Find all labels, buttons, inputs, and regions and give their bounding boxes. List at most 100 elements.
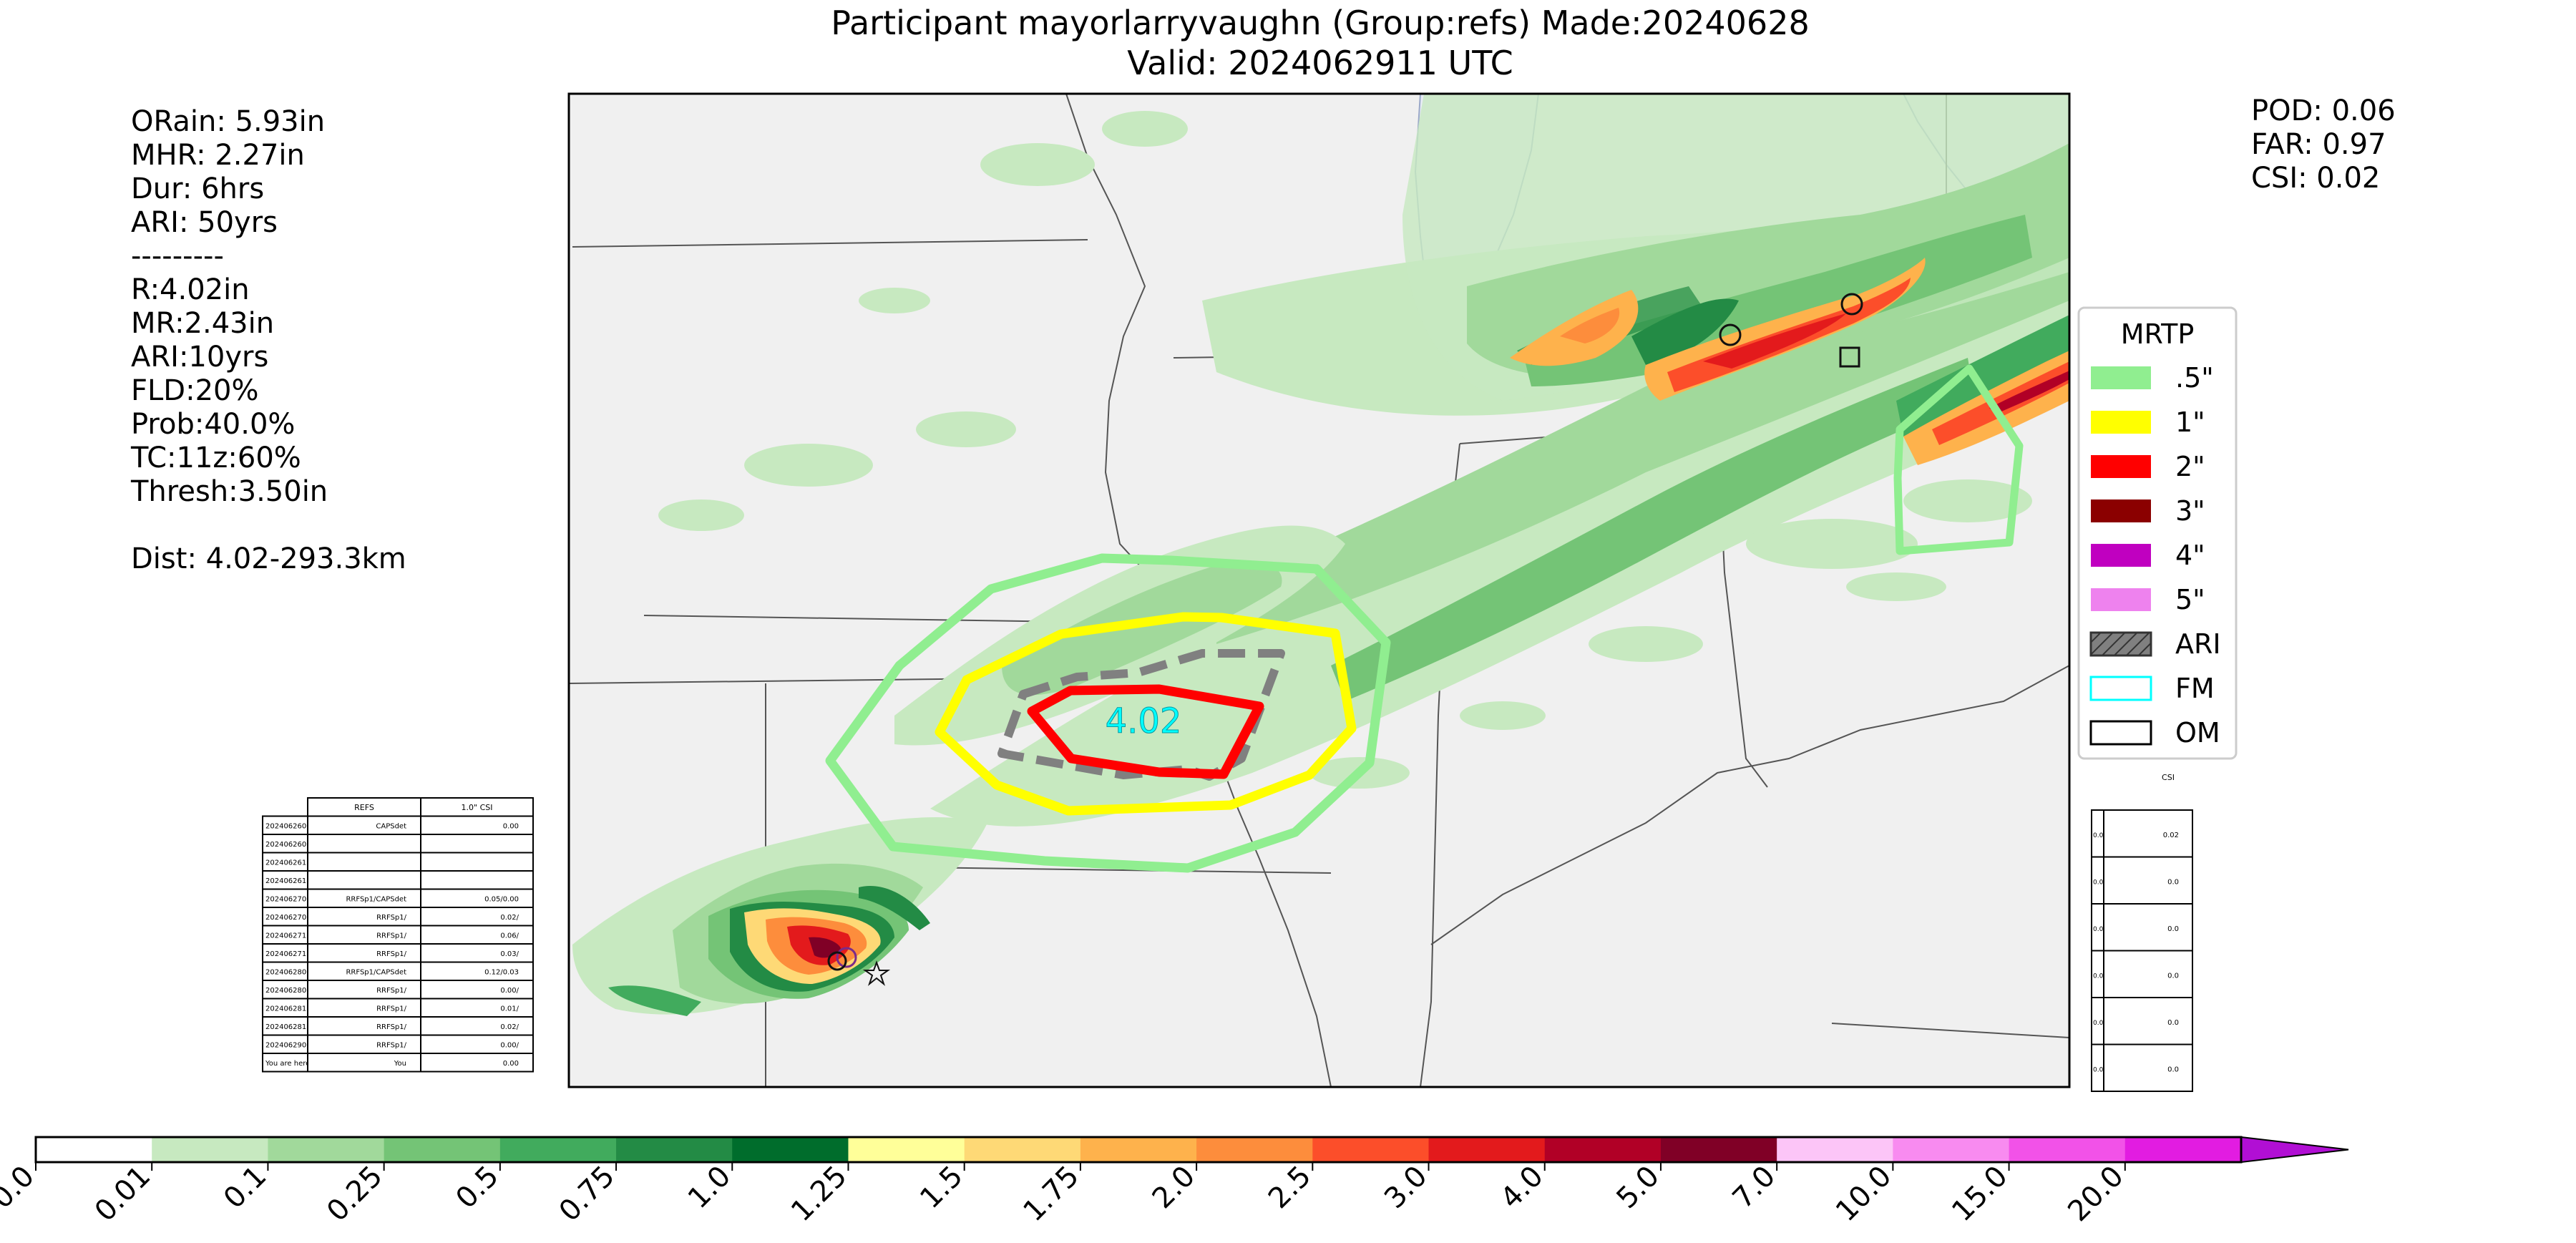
table-cell: You: [394, 1060, 406, 1068]
colorbar-tick-label: 0.0: [0, 1160, 41, 1216]
colorbar-extension: [2240, 1136, 2349, 1164]
colorbar-segment: [152, 1137, 268, 1162]
legend-swatch: [2089, 720, 2152, 746]
legend-item: ARI: [2089, 628, 2221, 660]
table-cell: 0.0: [2167, 925, 2179, 933]
colorbar-segment: [1312, 1137, 1430, 1162]
mrtp-legend: MRTP .5" 1" 2" 3" 4" 5" ARI FM OM: [2077, 306, 2238, 760]
colorbar-tick-label: 0.5: [449, 1160, 505, 1216]
colorbar-segment: [1660, 1137, 1777, 1162]
table-cell: 0.01/: [500, 1005, 519, 1013]
colorbar-tick-label: 0.1: [218, 1160, 273, 1216]
table-row: 2024062812 RRFSp1/0.01/: [262, 998, 534, 1018]
table-cell: RRFSp1/: [376, 1023, 407, 1031]
colorbar-segment: [1196, 1137, 1313, 1162]
colorbar-segment: [732, 1137, 849, 1162]
table-cell: You are here: [265, 1060, 310, 1068]
precip-missouri-band: [572, 525, 1345, 1016]
table-row: 0.0 0.02: [2091, 809, 2193, 858]
table-cell: 0.0: [2093, 926, 2104, 933]
table-cell: RRFSp1/: [376, 1042, 407, 1050]
two-inch-forecast-contour: [1027, 684, 1264, 779]
legend-swatch: [2091, 411, 2151, 434]
legend-label: 3": [2175, 495, 2205, 527]
table-cell: 0.00/: [500, 987, 519, 995]
table-row: 2024062712 RRFSp1/0.06/: [262, 925, 534, 945]
colorbar-segment: [36, 1137, 152, 1162]
legend-item: FM: [2089, 673, 2215, 704]
table-row: 2024062706 RRFSp1/0.02/: [262, 907, 534, 927]
observed-rain-label: 4.02: [1106, 701, 1182, 741]
table-cell: 0.0: [2167, 973, 2179, 980]
table-row: 2024062618: [262, 870, 534, 890]
legend-title: MRTP: [2121, 318, 2195, 350]
colorbar-segment: [1428, 1137, 1546, 1162]
legend-swatch: [2089, 676, 2152, 701]
table-cell: 2024062800: [265, 969, 311, 977]
precip-scattered: [658, 111, 2032, 789]
legend-label: 4": [2175, 540, 2205, 571]
observation-circle-marker: [836, 947, 857, 968]
legend-label: ARI: [2175, 628, 2221, 660]
table-cell: 0.00: [503, 823, 519, 831]
colorbar-tick-label: 2.0: [1146, 1160, 1202, 1216]
table-cell: 2024062806: [265, 987, 311, 995]
table-cell: 2024062612: [265, 859, 311, 867]
table-row: 0.0 0.0: [2091, 950, 2193, 998]
stat-line: TC:11z:60%: [130, 442, 301, 474]
half-inch-forecast-contour: [825, 553, 1391, 873]
map-frame: [567, 92, 2071, 1088]
table-row: 0.0 0.0: [2091, 903, 2193, 952]
pod-value: POD: 0.06: [2251, 94, 2396, 127]
observation-circle-marker: [827, 951, 847, 971]
table-cell: 0.0: [2093, 832, 2104, 839]
legend-item: 2": [2091, 451, 2205, 482]
table-cell: 0.06/: [500, 932, 519, 940]
legend-label: 1": [2175, 406, 2205, 438]
left-stats: ORain: 5.93in MHR: 2.27in Dur: 6hrs ARI:…: [130, 105, 406, 575]
stat-line: ARI:10yrs: [131, 341, 268, 374]
legend-label: 5": [2175, 584, 2205, 615]
observation-square-marker: [1839, 346, 1860, 368]
colorbar-tick-label: 10.0: [1830, 1160, 1898, 1229]
colorbar-segment: [1080, 1137, 1197, 1162]
observation-circle-marker: [1840, 293, 1863, 316]
legend-label: 2": [2175, 451, 2205, 482]
colorbar-tick-label: 0.01: [89, 1160, 157, 1229]
legend-label: .5": [2175, 362, 2214, 394]
table-cell: 0.05/0.00: [484, 896, 519, 904]
table-header: REFS: [354, 803, 374, 812]
stat-line: MR:2.43in: [131, 307, 274, 340]
table-cell: 2024062900: [265, 1042, 311, 1050]
legend-swatch: [2091, 588, 2151, 611]
table-row: 2024062818 RRFSp1/0.02/: [262, 1016, 534, 1036]
right-stats: POD: 0.06 FAR: 0.97 CSI: 0.02: [2251, 94, 2396, 195]
colorbar-tick-label: 2.5: [1262, 1160, 1318, 1216]
table-cell: 2024062812: [265, 1005, 311, 1013]
legend-swatch: [2091, 499, 2151, 522]
stat-line: ---------: [131, 240, 224, 273]
table-row: 0.0 0.0: [2091, 1043, 2193, 1092]
table-cell: 0.02/: [500, 1023, 519, 1031]
colorbar-tick-label: 0.25: [321, 1160, 389, 1229]
table-cell: 2024062706: [265, 914, 311, 922]
table-cell: 0.02: [2163, 832, 2179, 839]
precip-heavy-cores: [1510, 258, 2069, 465]
colorbar-tick-label: 15.0: [1946, 1160, 2014, 1229]
one-inch-forecast-contour: [935, 612, 1357, 816]
table-cell: 0.12/0.03: [484, 969, 519, 977]
ari-forecast-contour: [997, 649, 1285, 781]
table-cell: 2024062618: [265, 877, 311, 885]
table-row: 2024062806 RRFSp1/0.00/: [262, 980, 534, 1000]
table-cell: 0.0: [2093, 879, 2104, 887]
legend-item: 5": [2091, 584, 2205, 615]
table-cell: 0.03/: [500, 950, 519, 958]
legend-swatch: [2091, 544, 2151, 567]
table-cell: 2024062600: [265, 823, 311, 831]
table-cell: 2024062606: [265, 841, 311, 849]
title-line-2: Valid: 2024062911 UTC: [1127, 44, 1513, 82]
table-cell: RRFSp1/: [376, 950, 407, 958]
far-value: FAR: 0.97: [2251, 128, 2386, 161]
legend-swatch: [2091, 366, 2151, 389]
